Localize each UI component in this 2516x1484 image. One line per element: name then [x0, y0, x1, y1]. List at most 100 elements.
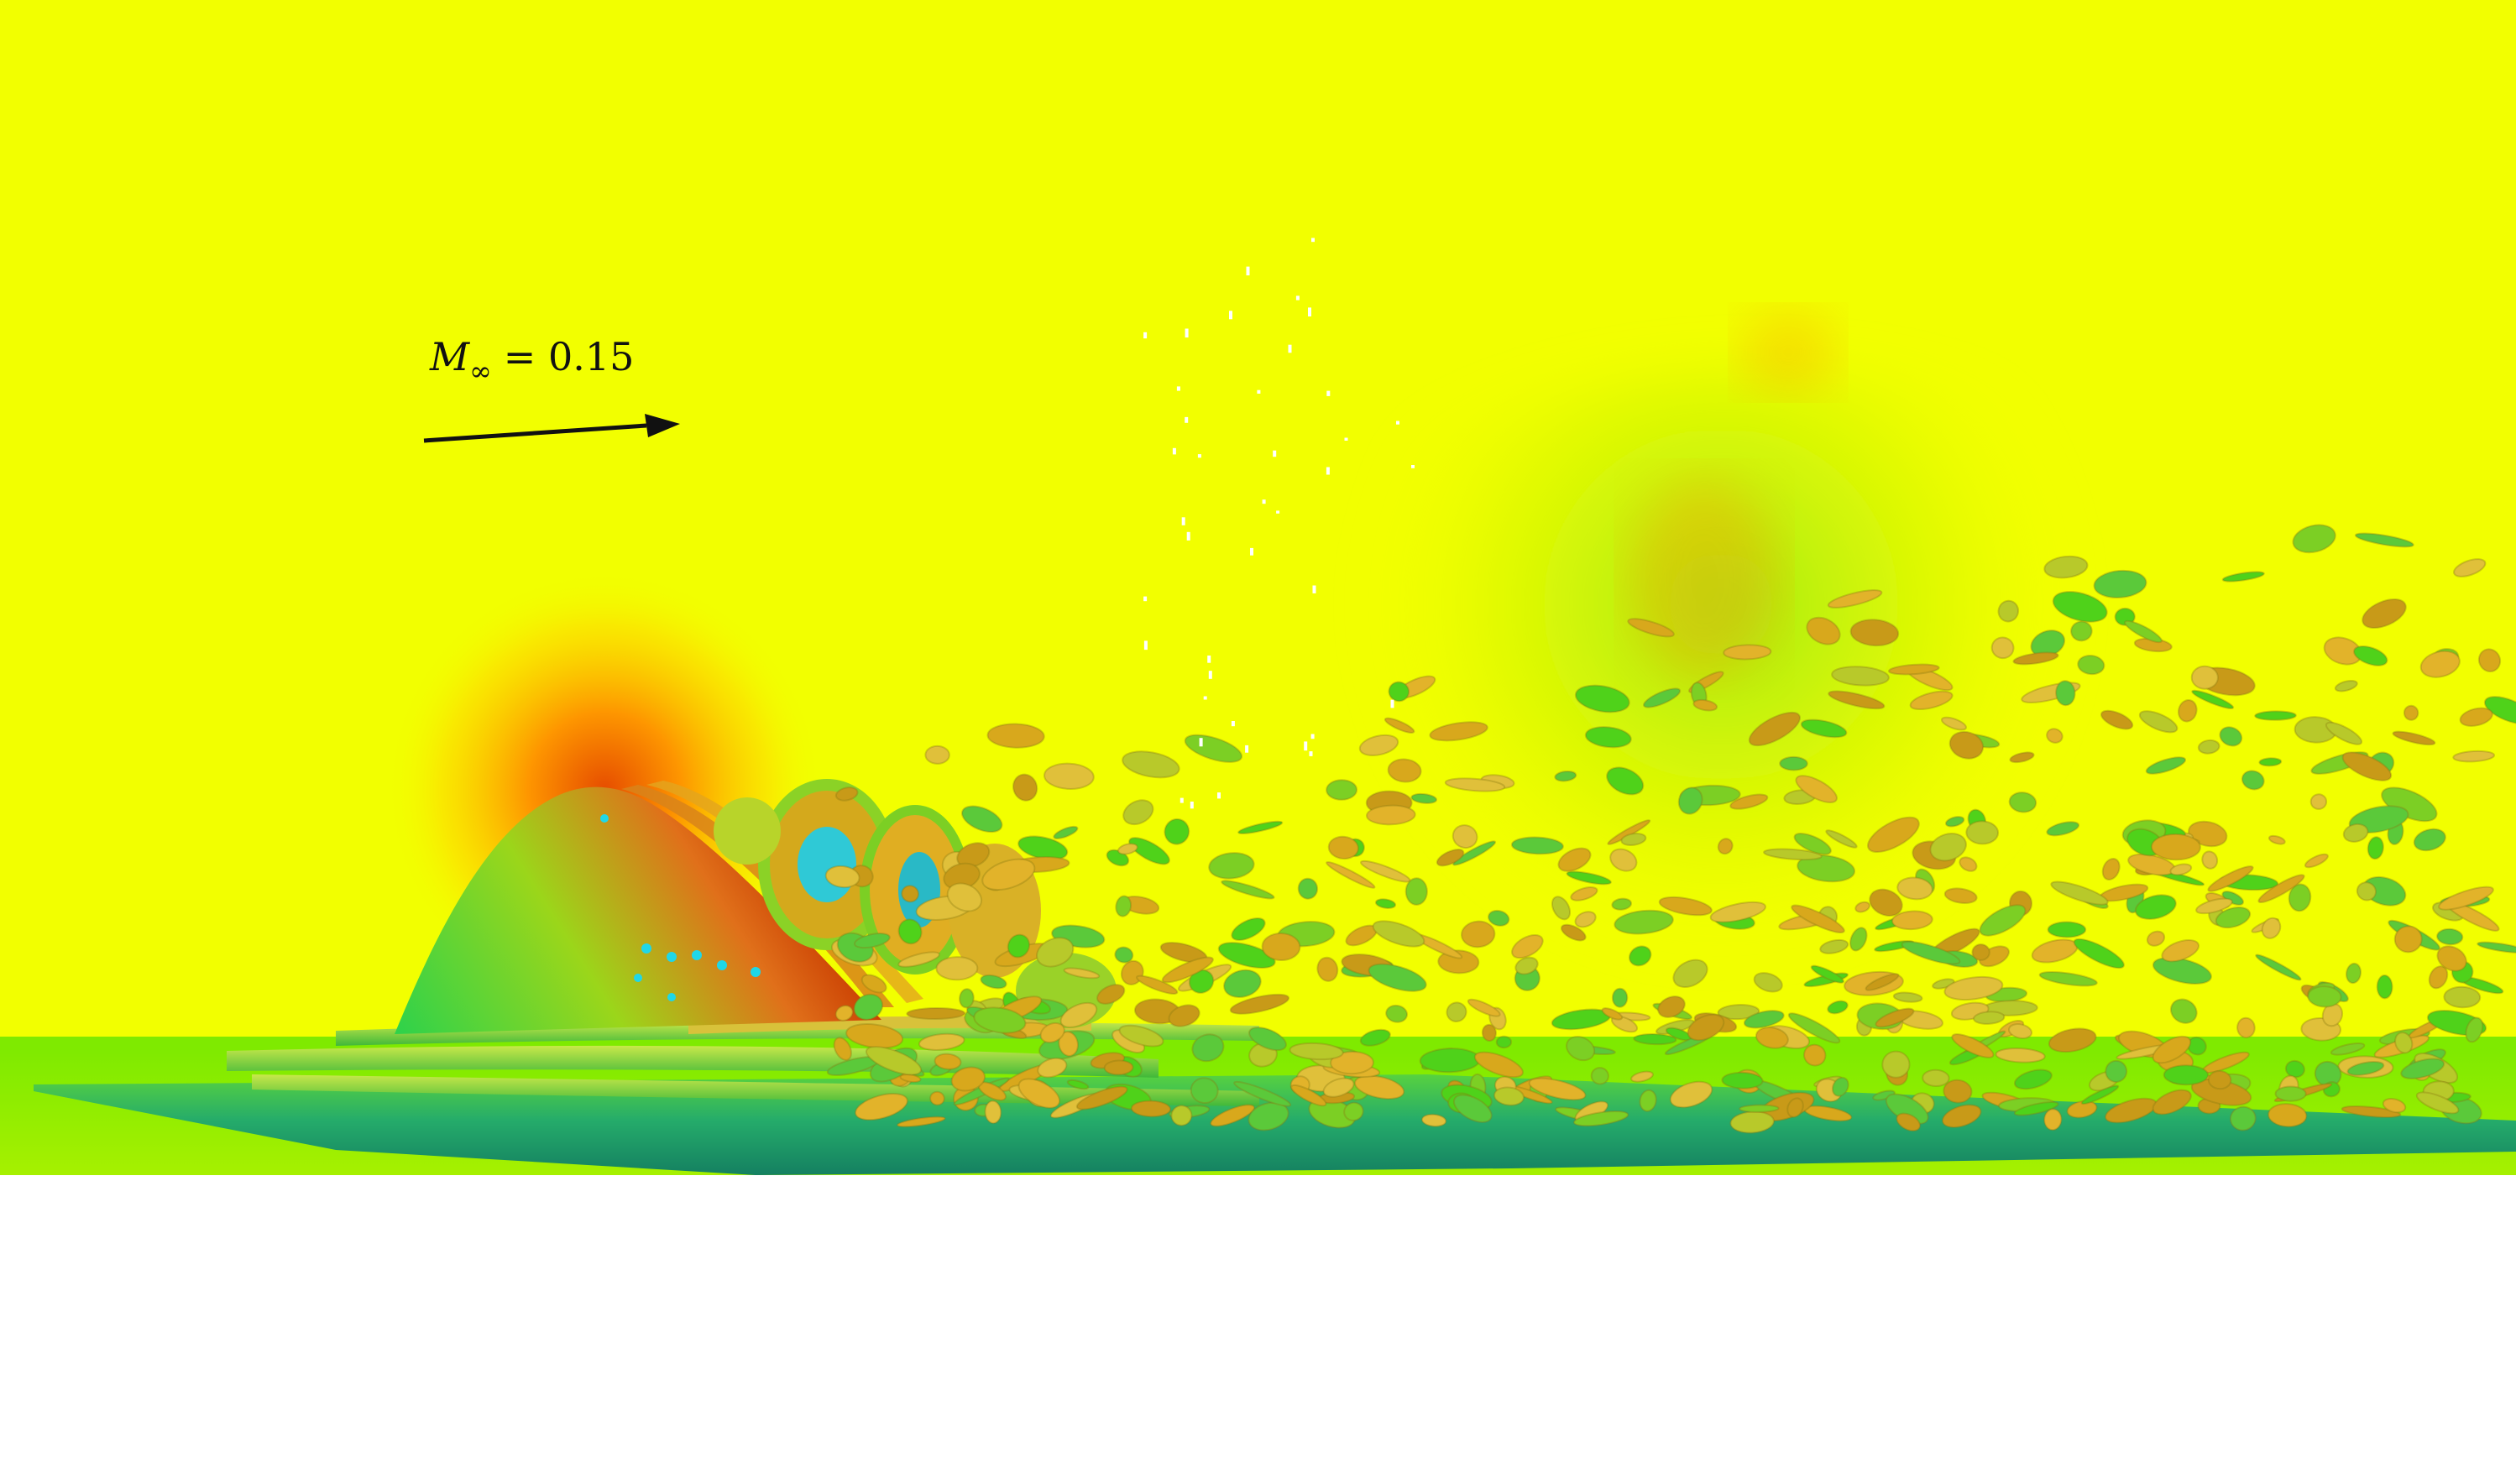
vortex-blob [1887, 663, 1940, 676]
vortex-blob [2207, 865, 2254, 892]
vortex-blob [1114, 946, 1134, 964]
vortex-blob [2304, 853, 2329, 869]
vortex-blob [897, 951, 940, 968]
particle [1180, 797, 1184, 803]
vortex-blob [2362, 598, 2407, 630]
vortex-blob [2346, 962, 2362, 985]
vortex-blob [1609, 848, 1638, 872]
vortex-blob [2055, 680, 2076, 707]
vortex-blob [1739, 1104, 1780, 1113]
vortex-blob [1951, 1033, 1995, 1058]
particle [1203, 696, 1207, 700]
vortex-blob [2477, 648, 2502, 672]
vortex-blob [1854, 901, 1870, 913]
vortex-blob [946, 882, 983, 912]
vortex-blob [2325, 721, 2363, 745]
vortex-blob [865, 1046, 923, 1076]
vortex-blob [1385, 1004, 1409, 1023]
vortex-blob [1387, 758, 1422, 783]
vortex-blob [1096, 984, 1126, 1005]
vortex-blob [901, 885, 919, 903]
vortex-blob [2191, 689, 2235, 710]
vortex-blob [896, 1116, 946, 1128]
vortex-blob [2261, 917, 2282, 939]
vortex-blob [1763, 848, 1823, 861]
vortex-blob [1330, 1050, 1374, 1075]
particle [1199, 738, 1203, 747]
vortex-blob [2443, 985, 2482, 1009]
vortex-blob [1136, 975, 1179, 995]
vortex-blob [2169, 998, 2198, 1024]
vortex-blob [1791, 904, 1845, 934]
vortex-blob [2207, 1069, 2232, 1090]
vortex-blob [1614, 909, 1674, 935]
vortex-blob [1007, 933, 1031, 959]
vortex-blob [2341, 1105, 2402, 1118]
vortex-blob [2376, 975, 2393, 1000]
vortex-blob [2334, 679, 2358, 692]
vortex-blob [1865, 973, 1900, 991]
vortex-blob [2415, 1091, 2460, 1115]
vortex-blob [1557, 847, 1592, 872]
particle [1344, 437, 1348, 441]
vortex-blob [1979, 904, 2027, 937]
particle [1262, 499, 1266, 504]
vortex-blob [1208, 852, 1255, 880]
vortex-blob [2309, 793, 2328, 810]
vortex-blob [1606, 766, 1645, 796]
vortex-blob [1467, 998, 1501, 1017]
vortex-blob [2394, 1032, 2414, 1054]
particle [1396, 421, 1399, 425]
vortex-blob [924, 745, 950, 765]
vortex-blob [2307, 985, 2342, 1008]
vortex-blob [1717, 1004, 1760, 1021]
vortex-blob [1528, 1077, 1587, 1101]
vortex-blob [2428, 965, 2449, 990]
vortex-blob [1248, 1101, 1289, 1131]
vortex-blob [2419, 650, 2461, 678]
vortex-blob [1584, 726, 1632, 749]
vortex-blob [2100, 709, 2134, 730]
vortex-blob [2292, 524, 2336, 554]
particle [1207, 656, 1211, 663]
vortex-blob [1896, 1112, 1922, 1132]
vortex-blob [2080, 1084, 2120, 1105]
vortex-blob [2436, 945, 2467, 972]
vortex-blob [1075, 1085, 1128, 1110]
vortex-blob [1633, 1033, 1677, 1046]
vortex-blob [2150, 833, 2201, 861]
vortex-blob [1793, 833, 1832, 855]
particle [1197, 454, 1201, 458]
vortex-blob [2169, 863, 2193, 876]
vortex-blob [1326, 861, 1376, 889]
particle [1276, 510, 1280, 514]
vortex-blob [1943, 887, 1978, 904]
vortex-blob [1217, 942, 1276, 969]
vortex-blob [2353, 645, 2388, 666]
vortex-blob [1941, 1104, 1982, 1128]
vortex-blob [1929, 833, 1967, 862]
particle [1176, 386, 1180, 391]
vortex-blob [1168, 1004, 1200, 1027]
vortex-blob [2197, 739, 2220, 755]
vortex-blob [2066, 1100, 2098, 1119]
vortex-blob [2047, 921, 2087, 938]
vortex-blob [2356, 881, 2377, 901]
particle [1411, 465, 1415, 468]
vortex-blob [1672, 959, 1708, 989]
vortex-blob [973, 1006, 1027, 1034]
vortex-blob [2046, 728, 2064, 744]
vortex-blob [1869, 888, 1903, 917]
vortex-blob [2330, 1042, 2366, 1056]
vortex-blob [1570, 886, 1598, 901]
vortex-blob [1709, 901, 1766, 923]
vortex-blob [2190, 665, 2219, 690]
vortex-blob [1828, 690, 1886, 710]
vortex-blob [1237, 820, 1284, 835]
particle [1190, 802, 1194, 809]
vortex-blob [1322, 1077, 1355, 1098]
vortex-blob [1436, 849, 1465, 867]
vortex-blob [2152, 1089, 2192, 1116]
vortex-blob [2134, 894, 2177, 920]
